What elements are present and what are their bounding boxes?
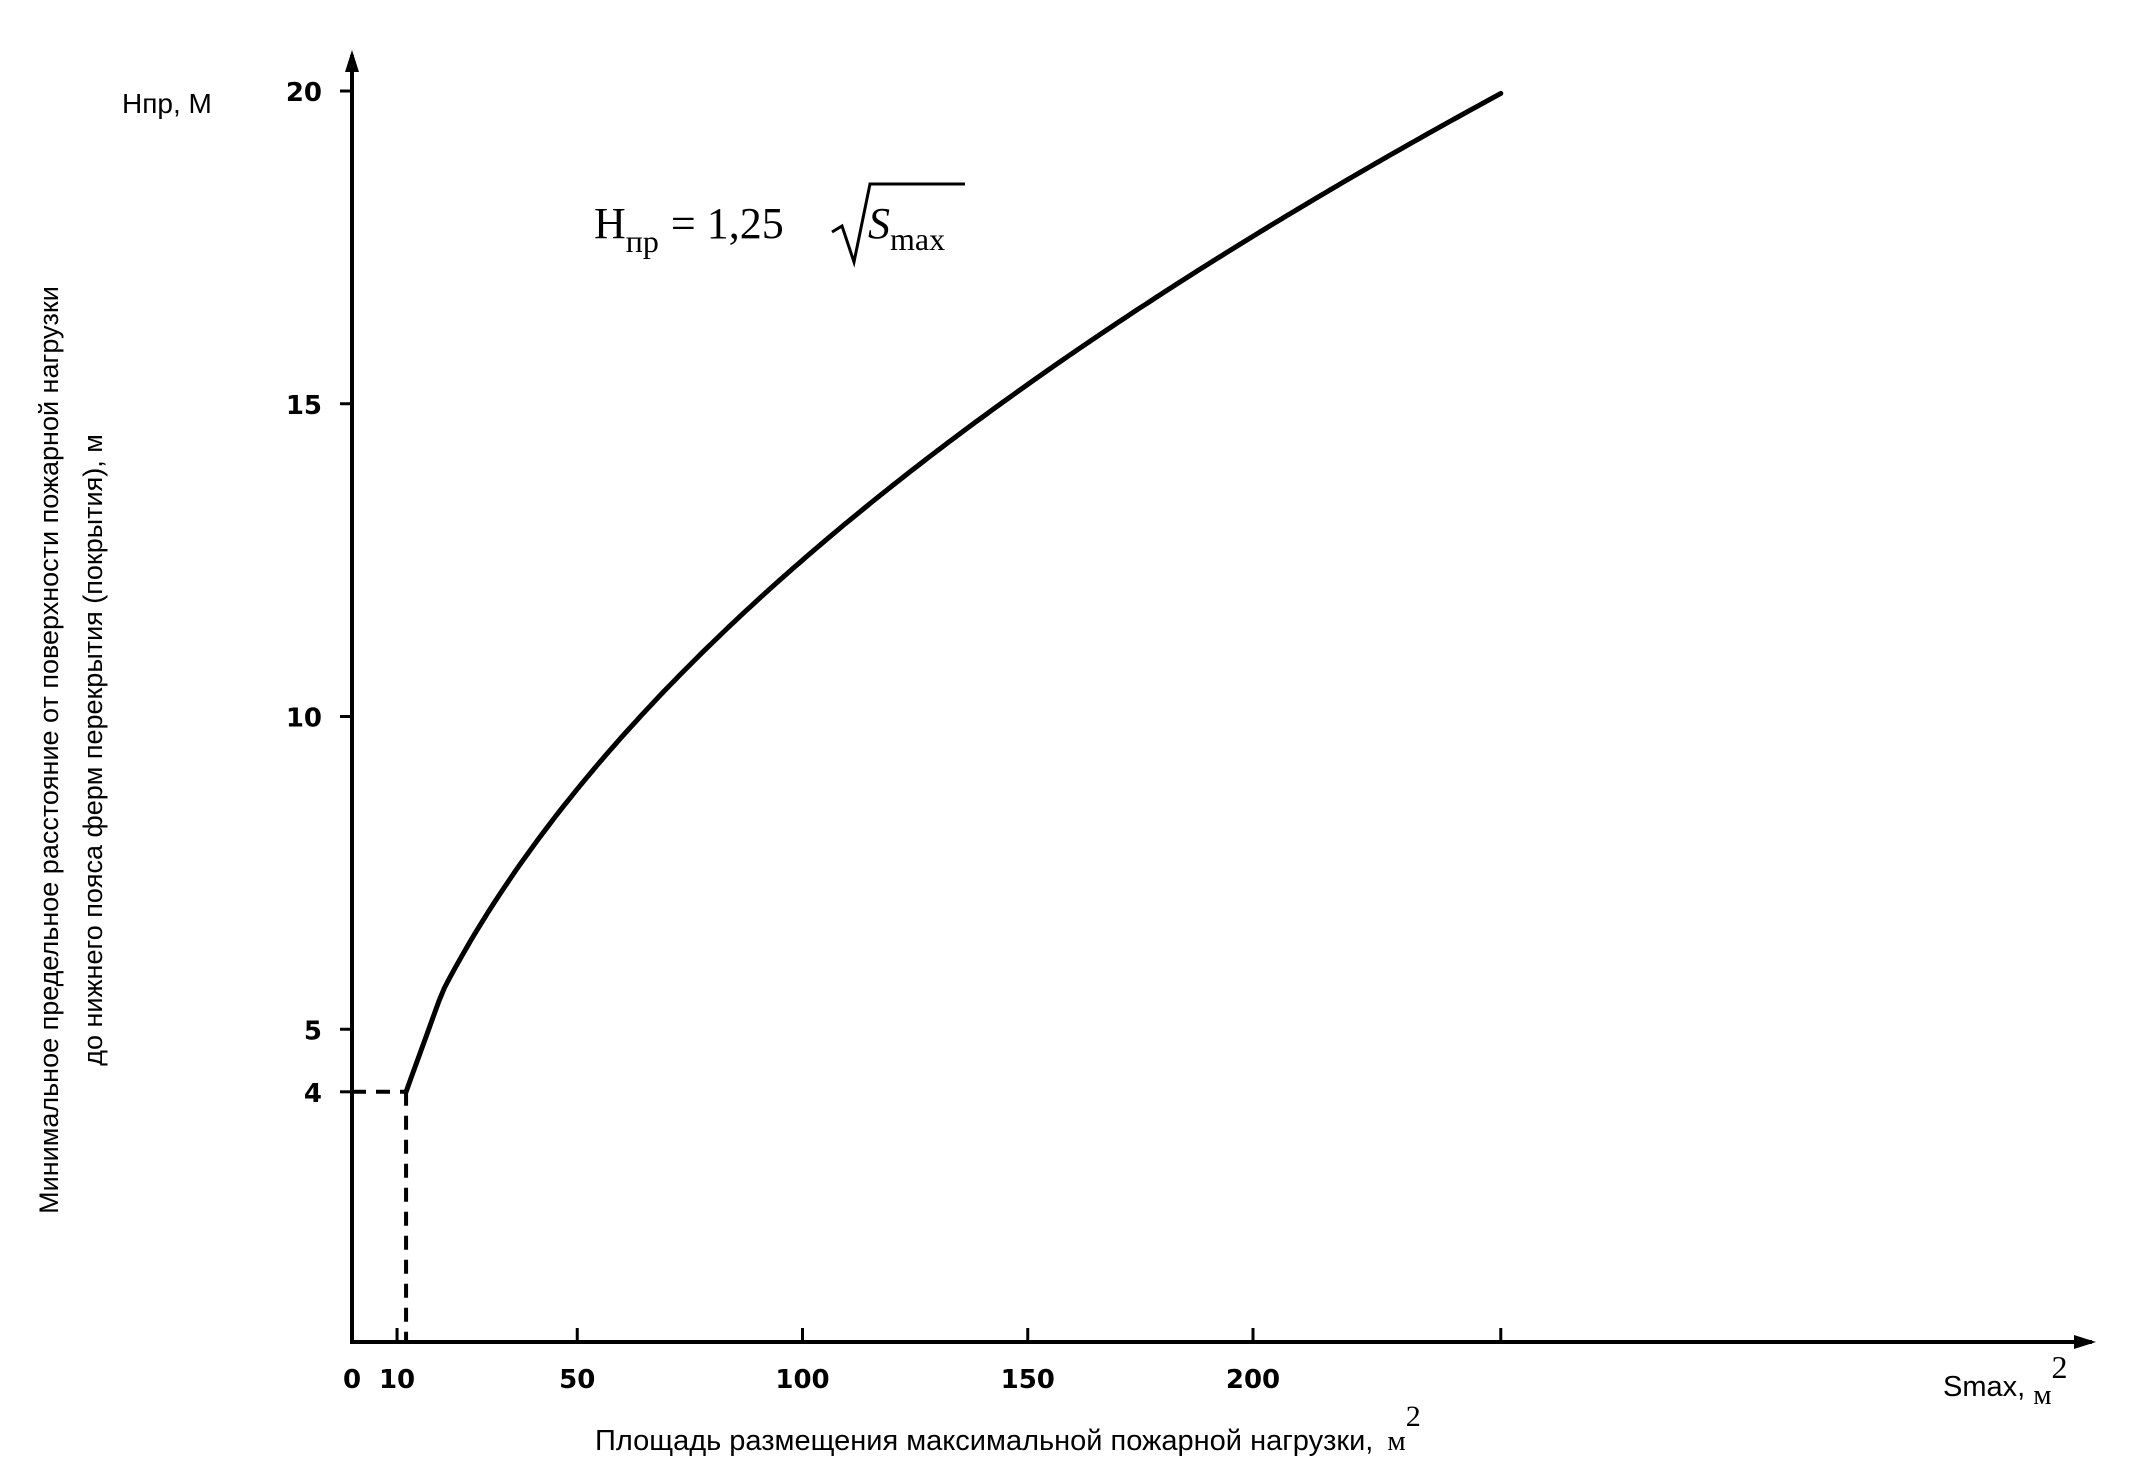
svg-text:Smax: Smax xyxy=(868,199,945,257)
formula-eq: = 1,25 xyxy=(671,199,784,248)
x-axis-symbol-unit-power: 2 xyxy=(2052,1349,2068,1385)
x-axis-titles: Площадь размещения максимальной пожарной… xyxy=(595,1349,2068,1457)
x-tick-label: 200 xyxy=(1226,1365,1280,1395)
y-tick-label: 5 xyxy=(304,1016,322,1046)
x-tick-label: 0 xyxy=(343,1365,361,1395)
y-tick-label: 4 xyxy=(304,1079,322,1109)
y-axis-symbol: Нпр, М xyxy=(122,88,212,119)
y-tick-label: 15 xyxy=(286,391,322,421)
x-axis-title-unit: м xyxy=(1387,1425,1405,1457)
y-tick-label: 20 xyxy=(286,78,322,108)
y-ticks: 4 5 10 15 20 xyxy=(286,78,352,1109)
y-axis-titles: Минимальное предельное расстояние от пов… xyxy=(34,88,212,1214)
svg-text:Smax,м2: Smax, м2 xyxy=(1943,1349,2068,1411)
x-tick-label: 100 xyxy=(775,1365,829,1395)
formula-lhs: H xyxy=(594,199,626,248)
svg-text:Площадь размещения максимально: Площадь размещения максимальной пожарной… xyxy=(595,1400,1421,1457)
sqrt-sign xyxy=(831,182,965,268)
x-ticks: 0 10 50 100 150 200 xyxy=(343,1328,1503,1395)
x-axis-arrow xyxy=(2074,1335,2096,1349)
x-axis-symbol-unit: м xyxy=(2033,1379,2051,1411)
formula-lhs-sub: пр xyxy=(626,223,659,259)
x-axis-symbol: Smax, xyxy=(1943,1371,2025,1403)
x-tick-label: 50 xyxy=(559,1365,595,1395)
x-axis-title: Площадь размещения максимальной пожарной… xyxy=(595,1425,1373,1457)
y-axis-title-line1: Минимальное предельное расстояние от пов… xyxy=(34,286,64,1214)
y-axis-arrow xyxy=(345,50,359,72)
formula: Hпр = 1,25 Smax xyxy=(594,182,965,268)
reference-lines xyxy=(352,1089,409,1342)
x-tick-label: 150 xyxy=(1001,1365,1055,1395)
svg-text:Hпр= 1,25: Hпр = 1,25 xyxy=(594,199,784,259)
x-tick-label: 10 xyxy=(379,1365,415,1395)
x-axis-title-unit-power: 2 xyxy=(1406,1400,1421,1433)
axes xyxy=(345,50,2096,1349)
y-axis-title-line2: до нижнего пояса ферм перекрытия (покрыт… xyxy=(78,434,108,1066)
formula-var-sub: max xyxy=(890,221,945,257)
y-tick-label: 10 xyxy=(286,704,322,734)
formula-var: S xyxy=(868,199,890,248)
series-line xyxy=(403,90,1504,1095)
